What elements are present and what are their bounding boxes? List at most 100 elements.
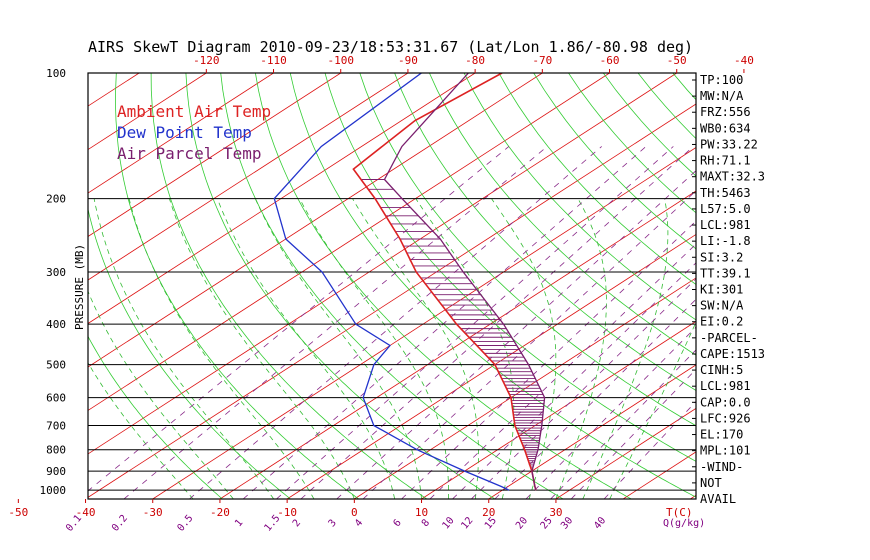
bottom-temp-tick-label: -20 xyxy=(210,506,230,519)
index-entry: SW:N/A xyxy=(700,299,744,313)
index-entry: EL:170 xyxy=(700,428,743,442)
top-temp-tick-label: -70 xyxy=(532,54,552,67)
bottom-temp-tick-label: -40 xyxy=(76,506,96,519)
dry-adiabat-line xyxy=(394,73,696,391)
mixing-ratio-tick-label: 2 xyxy=(291,518,303,530)
top-temp-tick-label: -90 xyxy=(398,54,418,67)
mixing-ratio-tick-label: 4 xyxy=(353,518,365,530)
mixing-ratio-line xyxy=(362,190,696,499)
moist-adiabat-line xyxy=(555,198,607,499)
dry-adiabat-line xyxy=(185,73,496,499)
profile-layer xyxy=(273,73,546,491)
moist-adiabat-line xyxy=(169,198,355,499)
index-entry: MW:N/A xyxy=(700,89,744,103)
index-entry: CAPE:1513 xyxy=(700,347,765,361)
dry-adiabat-line xyxy=(463,73,696,321)
pressure-tick-label: 100 xyxy=(46,67,66,80)
mixing-ratio-tick-label: 3 xyxy=(327,518,339,530)
indices-panel: TP:100 MW:N/A FRZ:556 WB0:634 PW:33.22 RH:71.… xyxy=(692,73,765,506)
top-temp-tick-label: -120 xyxy=(193,54,220,67)
legend-ambient-air-temp: Ambient Air Temp xyxy=(117,102,271,121)
index-entry: CAP:0.0 xyxy=(700,395,751,409)
pressure-tick-label: 200 xyxy=(46,193,66,206)
index-entry: WB0:634 xyxy=(700,121,751,135)
index-entry: -WIND- xyxy=(700,460,743,474)
mixing-ratio-line xyxy=(123,146,548,499)
isotherm-line xyxy=(88,103,696,498)
index-entry: LI:-1.8 xyxy=(700,234,751,248)
legend-dew-point-temp: Dew Point Temp xyxy=(117,123,252,142)
dry-adiabat-line xyxy=(255,73,632,499)
index-entry: TT:39.1 xyxy=(700,266,751,280)
isotherm-line xyxy=(88,73,543,368)
top-temp-tick-label: -100 xyxy=(327,54,354,67)
index-entry: CINH:5 xyxy=(700,363,743,377)
pressure-tick-label: 700 xyxy=(46,420,66,433)
isotherm-line xyxy=(88,73,341,237)
bottom-temp-tick-label: -50 xyxy=(8,506,28,519)
top-temp-tick-label: -80 xyxy=(465,54,485,67)
air-parcel-temp-line xyxy=(383,73,546,491)
index-entry: AVAIL xyxy=(700,492,736,506)
dry-adiabat-line xyxy=(88,335,223,499)
index-entry: TP:100 xyxy=(700,73,743,87)
mixing-ratio-line xyxy=(452,262,696,499)
index-entry: SI:3.2 xyxy=(700,250,743,264)
dry-adiabat-line xyxy=(498,73,696,285)
mixing-ratio-line xyxy=(276,146,674,499)
pressure-tick-label: 800 xyxy=(46,444,66,457)
index-entry: RH:71.1 xyxy=(700,154,751,168)
mixing-ratio-tick-label: 6 xyxy=(391,518,403,530)
isotherm-line xyxy=(88,73,476,324)
dry-adiabat-line xyxy=(289,73,696,498)
bottom-temp-tick-label: 20 xyxy=(482,506,495,519)
dry-adiabat-line xyxy=(220,73,564,499)
bottom-temp-tick-label: 30 xyxy=(549,506,562,519)
dry-adiabat-line xyxy=(429,73,696,356)
dry-adiabat-line xyxy=(533,73,696,250)
legend: Ambient Air Temp Dew Point Temp Air Parcel… xyxy=(117,102,271,163)
mixing-ratio-unit-label: Q(g/kg) xyxy=(663,518,705,529)
dry-adiabat-line xyxy=(150,73,428,499)
moist-adiabat-line xyxy=(582,198,669,499)
ambient-air-temp-line xyxy=(352,73,537,491)
index-entry: KI:301 xyxy=(700,283,743,297)
top-temp-tick-label: -50 xyxy=(667,54,687,67)
dew-point-temp-line xyxy=(273,73,510,491)
isotherm-line xyxy=(88,73,610,411)
pressure-tick-label: 900 xyxy=(46,465,66,478)
index-entry: MPL:101 xyxy=(700,444,751,458)
index-entry: TH:5463 xyxy=(700,186,751,200)
isotherm-line xyxy=(219,190,696,499)
pressure-tick-label: 500 xyxy=(46,359,66,372)
mixing-ratio-line xyxy=(88,146,510,492)
index-entry: FRZ:556 xyxy=(700,105,751,119)
temp-unit-label: T(C) xyxy=(666,506,693,519)
index-entry: MAXT:32.3 xyxy=(700,170,765,184)
isotherm-line xyxy=(286,233,696,499)
mixing-ratio-line xyxy=(242,146,647,499)
dry-adiabat-line xyxy=(359,73,696,427)
bottom-temp-tick-label: 0 xyxy=(351,506,358,519)
moist-adiabat-line xyxy=(352,198,479,499)
mixing-ratio-line xyxy=(429,243,696,499)
moist-adiabat-line xyxy=(88,362,194,499)
chart-title: AIRS SkewT Diagram 2010-09-23/18:53:31.6… xyxy=(88,38,693,56)
dry-adiabat-line xyxy=(88,207,291,499)
index-entry: LCL:981 xyxy=(700,379,751,393)
bottom-temp-tick-label: -10 xyxy=(277,506,297,519)
dry-adiabat-line xyxy=(324,73,696,462)
mixing-ratio-tick-label: 1 xyxy=(233,518,245,530)
mixing-ratio-line xyxy=(401,220,696,499)
y-axis-label: PRESSURE (MB) xyxy=(73,244,86,330)
index-entry: NOT xyxy=(700,476,722,490)
index-entry: LFC:926 xyxy=(700,411,751,425)
isotherm-line xyxy=(88,73,274,194)
isotherm-line xyxy=(88,73,207,151)
top-temp-tick-label: -60 xyxy=(600,54,620,67)
moist-adiabat-line xyxy=(216,198,396,499)
mixing-ratio-line xyxy=(300,146,694,499)
isotherm-line xyxy=(88,73,409,281)
